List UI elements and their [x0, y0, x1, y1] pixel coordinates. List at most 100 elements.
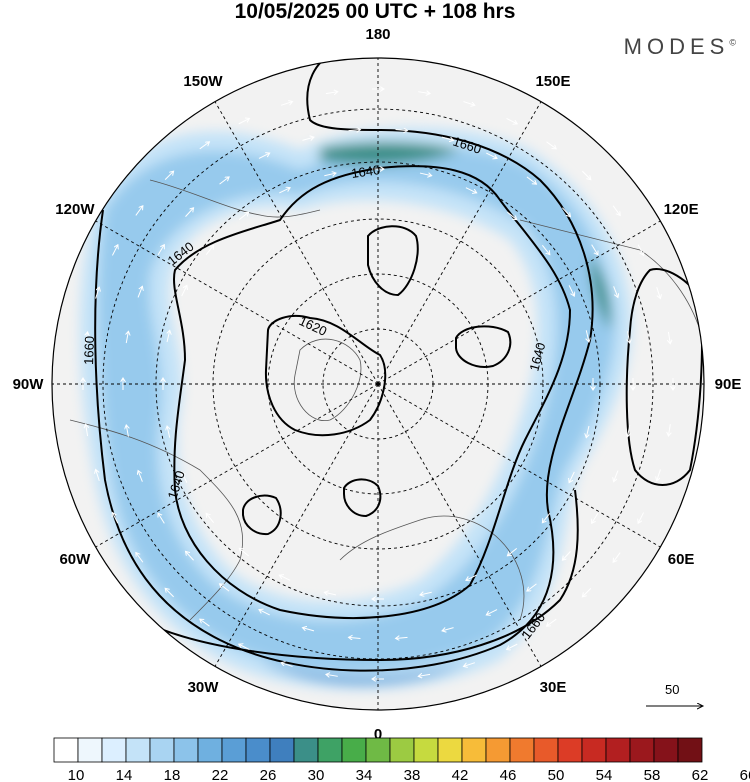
contour-low-siberia	[455, 325, 512, 368]
colorbar-swatch	[125, 737, 151, 763]
wind-arrow	[586, 330, 589, 342]
contour-label: 1640	[526, 341, 548, 373]
wind-arrow	[507, 643, 518, 649]
longitude-label: 180	[365, 26, 390, 43]
wind-arrow	[628, 331, 630, 343]
wind-arrow	[238, 118, 250, 125]
wind-arrow	[656, 286, 661, 298]
colorbar-swatch	[461, 737, 487, 763]
wind-arrow	[281, 663, 293, 667]
colorbar-tick-label: 10	[68, 767, 85, 782]
latitude-circle	[212, 218, 544, 550]
wind-arrow	[239, 644, 250, 651]
meridian-line	[377, 383, 661, 548]
alaska-coast	[149, 179, 321, 218]
wind-arrow	[182, 472, 188, 483]
colorbar-swatch	[677, 737, 703, 763]
colorbar-tick-label: 38	[404, 767, 421, 782]
wind-arrow	[158, 513, 165, 524]
wind-arrow	[186, 551, 194, 561]
colorbar-swatch	[533, 737, 559, 763]
wind-arrow	[506, 117, 518, 123]
colorbar-tick-label: 26	[260, 767, 277, 782]
wind-arrow	[396, 637, 408, 638]
wind-arrow	[547, 618, 557, 626]
wind-arrow	[612, 205, 620, 216]
colorbar-swatch	[173, 737, 199, 763]
wind-arrow	[111, 245, 117, 256]
colorbar-swatch	[581, 737, 607, 763]
contour-low-canada	[242, 494, 282, 536]
reference-vector: 50	[646, 682, 703, 706]
wind-arrow	[324, 173, 336, 176]
contour-1640-outer	[173, 165, 572, 619]
wind-arrow	[614, 470, 619, 482]
wind-arrow	[613, 286, 618, 297]
wind-arrow	[526, 176, 537, 184]
contour-low-scandinavia	[343, 478, 382, 518]
wind-arrow	[325, 92, 338, 94]
colorbar-swatch	[317, 737, 343, 763]
colorbar-tick-label: 46	[500, 767, 517, 782]
wind-arrow	[546, 141, 557, 149]
meridian-line	[95, 220, 379, 385]
jet-band-core	[98, 146, 616, 671]
wind-arrow	[157, 245, 164, 256]
meridian-line	[377, 383, 542, 667]
contour-low-pacific	[367, 225, 419, 297]
wind-arrow	[167, 426, 170, 438]
colorbar-tick-label: 54	[596, 767, 613, 782]
colorbar-swatch	[629, 737, 655, 763]
latitude-circle	[155, 161, 601, 607]
wind-arrow	[486, 609, 498, 615]
meridian-line	[377, 101, 542, 385]
longitude-label: 90E	[715, 376, 742, 393]
contour-1660-inner	[139, 489, 579, 662]
wind-arrow	[562, 551, 571, 560]
graticule	[52, 58, 704, 710]
colorbar-swatch	[245, 737, 271, 763]
colorbar-tick-label: 42	[452, 767, 469, 782]
wind-arrow	[324, 592, 337, 595]
wind-arrow	[562, 207, 570, 217]
wind-arrow	[657, 469, 661, 480]
wind-arrow	[259, 610, 270, 616]
colorbar-swatch	[53, 737, 79, 763]
colorbar-tick-label: 22	[212, 767, 229, 782]
colorbar-swatch	[77, 737, 103, 763]
wind-arrow	[668, 331, 670, 344]
colorbar-swatch	[605, 737, 631, 763]
latitude-circle	[102, 108, 654, 660]
wind-arrow	[582, 170, 590, 179]
wind-arrow	[138, 471, 143, 482]
wind-arrow	[279, 188, 290, 194]
wind-arrow	[592, 512, 599, 523]
latitude-circle	[267, 273, 489, 495]
wind-arrow	[126, 331, 128, 344]
wind-arrow	[418, 674, 431, 676]
longitude-label: 150E	[535, 73, 570, 90]
colorbar-swatch	[653, 737, 679, 763]
colorbar-swatch	[509, 737, 535, 763]
colorbar-tick-label: 66	[740, 767, 750, 782]
meridian-line	[377, 220, 661, 385]
colorbar-swatch	[101, 737, 127, 763]
wind-arrow	[220, 584, 230, 592]
colorbar-swatch	[413, 737, 439, 763]
wind-arrow	[279, 575, 291, 581]
greenland-coast	[293, 338, 362, 421]
wind-arrow	[507, 547, 518, 555]
wind-arrow	[613, 552, 621, 563]
wind-arrow	[258, 153, 270, 159]
colorbar-tick-label: 34	[356, 767, 373, 782]
colorbar-tick-label: 62	[692, 767, 709, 782]
wind-arrow	[165, 588, 174, 598]
longitude-labels: 180 150E 120E 90E 60E 30E 0 30W 60W 90W 120W 150W	[13, 26, 742, 743]
modes-logo: MODES©	[624, 34, 736, 60]
colorbar-swatch	[389, 737, 415, 763]
colorbar-tick-label: 18	[164, 767, 181, 782]
longitude-label: 0	[374, 726, 382, 743]
wind-arrow	[206, 513, 215, 524]
wind-arrow	[302, 137, 314, 140]
meridian-line	[95, 383, 379, 548]
